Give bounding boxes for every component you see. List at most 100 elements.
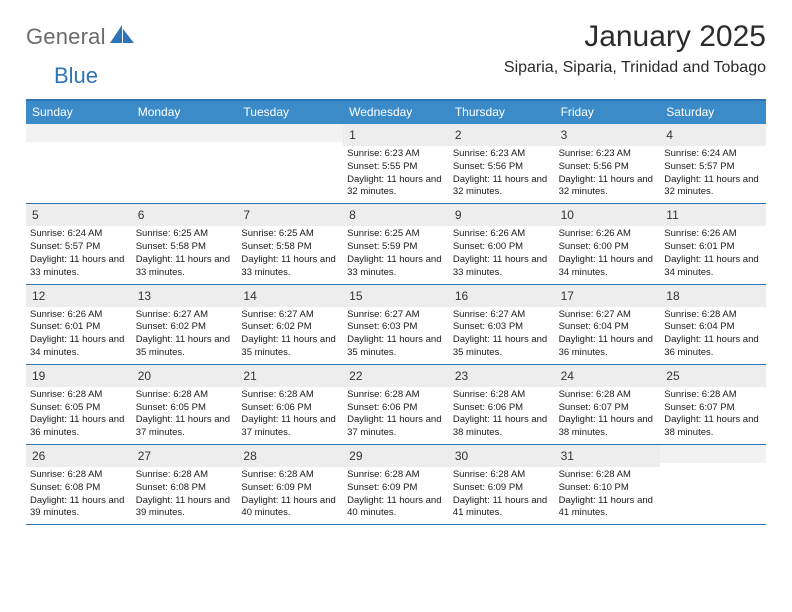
sunset-line: Sunset: 6:07 PM [559, 402, 657, 415]
day-number: 18 [666, 289, 679, 303]
sunrise-line: Sunrise: 6:23 AM [559, 148, 657, 161]
daylight-line: Daylight: 11 hours and 33 minutes. [347, 254, 445, 280]
sunset-line: Sunset: 6:02 PM [241, 321, 339, 334]
sunrise-line: Sunrise: 6:23 AM [347, 148, 445, 161]
day-number-row: 25 [660, 365, 766, 387]
calendar-week: 19 Sunrise: 6:28 AMSunset: 6:05 PMDayligh… [26, 365, 766, 445]
day-number-row: 15 [343, 285, 449, 307]
daylight-line: Daylight: 11 hours and 38 minutes. [664, 414, 762, 440]
calendar-cell: 16Sunrise: 6:27 AMSunset: 6:03 PMDayligh… [449, 285, 555, 364]
day-number-row: 22 [343, 365, 449, 387]
sunset-line: Sunset: 6:08 PM [136, 482, 234, 495]
sunrise-line: Sunrise: 6:26 AM [664, 228, 762, 241]
day-number: 23 [455, 369, 468, 383]
daylight-line: Daylight: 11 hours and 33 minutes. [241, 254, 339, 280]
daylight-line: Daylight: 11 hours and 38 minutes. [559, 414, 657, 440]
calendar-cell: 23 Sunrise: 6:28 AMSunset: 6:06 PMDayligh… [449, 365, 555, 444]
day-number: 5 [32, 208, 39, 222]
sunset-line: Sunset: 5:57 PM [30, 241, 128, 254]
sunset-line: Sunset: 6:06 PM [453, 402, 551, 415]
day-number: 16 [455, 289, 468, 303]
day-number: 26 [32, 449, 45, 463]
day-body: Sunrise: 6:28 AMSunset: 6:04 PMDaylight:… [664, 307, 762, 360]
daylight-line: Daylight: 11 hours and 38 minutes. [453, 414, 551, 440]
day-number: 31 [561, 449, 574, 463]
day-number: 7 [243, 208, 250, 222]
weekday-header: Monday [132, 101, 238, 124]
daylight-line: Daylight: 11 hours and 36 minutes. [30, 414, 128, 440]
day-body: Sunrise: 6:28 AMSunset: 6:06 PMDaylight:… [347, 387, 445, 440]
day-number: 29 [349, 449, 362, 463]
calendar-cell: 9Sunrise: 6:26 AMSunset: 6:00 PMDaylight… [449, 204, 555, 283]
day-body: Sunrise: 6:24 AMSunset: 5:57 PMDaylight:… [30, 226, 128, 279]
day-body: Sunrise: 6:28 AMSunset: 6:05 PMDaylight:… [136, 387, 234, 440]
sunrise-line: Sunrise: 6:27 AM [136, 309, 234, 322]
calendar-cell: 11Sunrise: 6:26 AMSunset: 6:01 PMDayligh… [660, 204, 766, 283]
calendar-cell: 4Sunrise: 6:24 AMSunset: 5:57 PMDaylight… [660, 124, 766, 203]
calendar-cell: 17Sunrise: 6:27 AMSunset: 6:04 PMDayligh… [555, 285, 661, 364]
calendar-cell: 3Sunrise: 6:23 AMSunset: 5:56 PMDaylight… [555, 124, 661, 203]
day-body: Sunrise: 6:24 AMSunset: 5:57 PMDaylight:… [664, 146, 762, 199]
day-body: Sunrise: 6:23 AMSunset: 5:55 PMDaylight:… [347, 146, 445, 199]
sunrise-line: Sunrise: 6:28 AM [241, 389, 339, 402]
sunset-line: Sunset: 6:03 PM [347, 321, 445, 334]
day-number: 1 [349, 128, 356, 142]
calendar-cell: 29 Sunrise: 6:28 AMSunset: 6:09 PMDayligh… [343, 445, 449, 524]
calendar-cell: 30Sunrise: 6:28 AMSunset: 6:09 PMDayligh… [449, 445, 555, 524]
sunrise-line: Sunrise: 6:28 AM [30, 389, 128, 402]
day-number: 14 [243, 289, 256, 303]
daylight-line: Daylight: 11 hours and 40 minutes. [241, 495, 339, 521]
sunset-line: Sunset: 6:00 PM [559, 241, 657, 254]
day-body: Sunrise: 6:23 AMSunset: 5:56 PMDaylight:… [453, 146, 551, 199]
day-body: Sunrise: 6:26 AMSunset: 6:01 PMDaylight:… [664, 226, 762, 279]
daylight-line: Daylight: 11 hours and 33 minutes. [136, 254, 234, 280]
day-body: Sunrise: 6:28 AMSunset: 6:09 PMDaylight:… [453, 467, 551, 520]
day-number: 22 [349, 369, 362, 383]
day-body: Sunrise: 6:27 AMSunset: 6:03 PMDaylight:… [347, 307, 445, 360]
calendar-cell: 28Sunrise: 6:28 AMSunset: 6:09 PMDayligh… [237, 445, 343, 524]
weekday-header: Saturday [660, 101, 766, 124]
daylight-line: Daylight: 11 hours and 34 minutes. [664, 254, 762, 280]
sunrise-line: Sunrise: 6:26 AM [453, 228, 551, 241]
sunset-line: Sunset: 6:10 PM [559, 482, 657, 495]
weekday-header: Tuesday [237, 101, 343, 124]
sunrise-line: Sunrise: 6:28 AM [347, 469, 445, 482]
sunrise-line: Sunrise: 6:27 AM [241, 309, 339, 322]
daylight-line: Daylight: 11 hours and 35 minutes. [136, 334, 234, 360]
sunset-line: Sunset: 6:07 PM [664, 402, 762, 415]
weekday-header: Thursday [449, 101, 555, 124]
calendar-cell: 2Sunrise: 6:23 AMSunset: 5:56 PMDaylight… [449, 124, 555, 203]
weekday-header: Wednesday [343, 101, 449, 124]
sunrise-line: Sunrise: 6:27 AM [559, 309, 657, 322]
sunrise-line: Sunrise: 6:25 AM [347, 228, 445, 241]
calendar-cell: 18 Sunrise: 6:28 AMSunset: 6:04 PMDayligh… [660, 285, 766, 364]
sunrise-line: Sunrise: 6:28 AM [664, 309, 762, 322]
calendar-week: 5 Sunrise: 6:24 AMSunset: 5:57 PMDaylight… [26, 204, 766, 284]
sunset-line: Sunset: 6:06 PM [241, 402, 339, 415]
weekday-header: Friday [555, 101, 661, 124]
day-number: 19 [32, 369, 45, 383]
daylight-line: Daylight: 11 hours and 41 minutes. [453, 495, 551, 521]
day-number: 8 [349, 208, 356, 222]
sunset-line: Sunset: 6:08 PM [30, 482, 128, 495]
day-body: Sunrise: 6:28 AMSunset: 6:09 PMDaylight:… [347, 467, 445, 520]
day-number-row: 24 [555, 365, 661, 387]
calendar-week: 1 Sunrise: 6:23 AMSunset: 5:55 PMDaylight… [26, 124, 766, 204]
calendar-body: 1 Sunrise: 6:23 AMSunset: 5:55 PMDaylight… [26, 124, 766, 525]
calendar-cell: 22 Sunrise: 6:28 AMSunset: 6:06 PMDayligh… [343, 365, 449, 444]
daylight-line: Daylight: 11 hours and 32 minutes. [664, 174, 762, 200]
day-body: Sunrise: 6:23 AMSunset: 5:56 PMDaylight:… [559, 146, 657, 199]
day-number: 27 [138, 449, 151, 463]
calendar-cell: 27Sunrise: 6:28 AMSunset: 6:08 PMDayligh… [132, 445, 238, 524]
calendar-cell: 5 Sunrise: 6:24 AMSunset: 5:57 PMDaylight… [26, 204, 132, 283]
day-number-row: 8 [343, 204, 449, 226]
sunrise-line: Sunrise: 6:26 AM [559, 228, 657, 241]
sunrise-line: Sunrise: 6:28 AM [453, 469, 551, 482]
day-body: Sunrise: 6:25 AMSunset: 5:59 PMDaylight:… [347, 226, 445, 279]
day-body: Sunrise: 6:27 AMSunset: 6:04 PMDaylight:… [559, 307, 657, 360]
day-body: Sunrise: 6:28 AMSunset: 6:06 PMDaylight:… [241, 387, 339, 440]
daylight-line: Daylight: 11 hours and 32 minutes. [453, 174, 551, 200]
sunset-line: Sunset: 5:56 PM [559, 161, 657, 174]
sunrise-line: Sunrise: 6:28 AM [453, 389, 551, 402]
sunrise-line: Sunrise: 6:28 AM [136, 389, 234, 402]
